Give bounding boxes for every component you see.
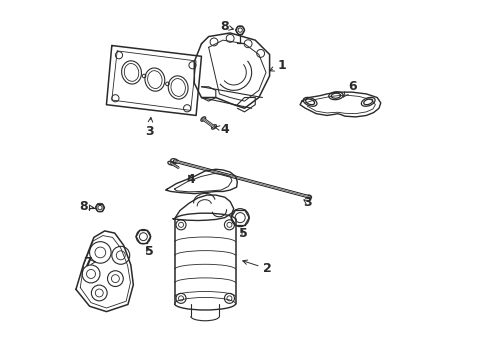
Text: 1: 1 [269,59,286,72]
Text: 3: 3 [303,196,311,209]
Text: 2: 2 [243,260,272,275]
Text: 4: 4 [186,173,195,186]
Text: 5: 5 [144,245,153,258]
Text: 7: 7 [83,256,95,269]
Text: 8: 8 [220,21,233,33]
Text: 5: 5 [239,226,247,239]
Text: 8: 8 [80,201,94,213]
Text: 3: 3 [145,117,153,138]
Text: 4: 4 [214,122,229,136]
Text: 6: 6 [343,80,356,97]
